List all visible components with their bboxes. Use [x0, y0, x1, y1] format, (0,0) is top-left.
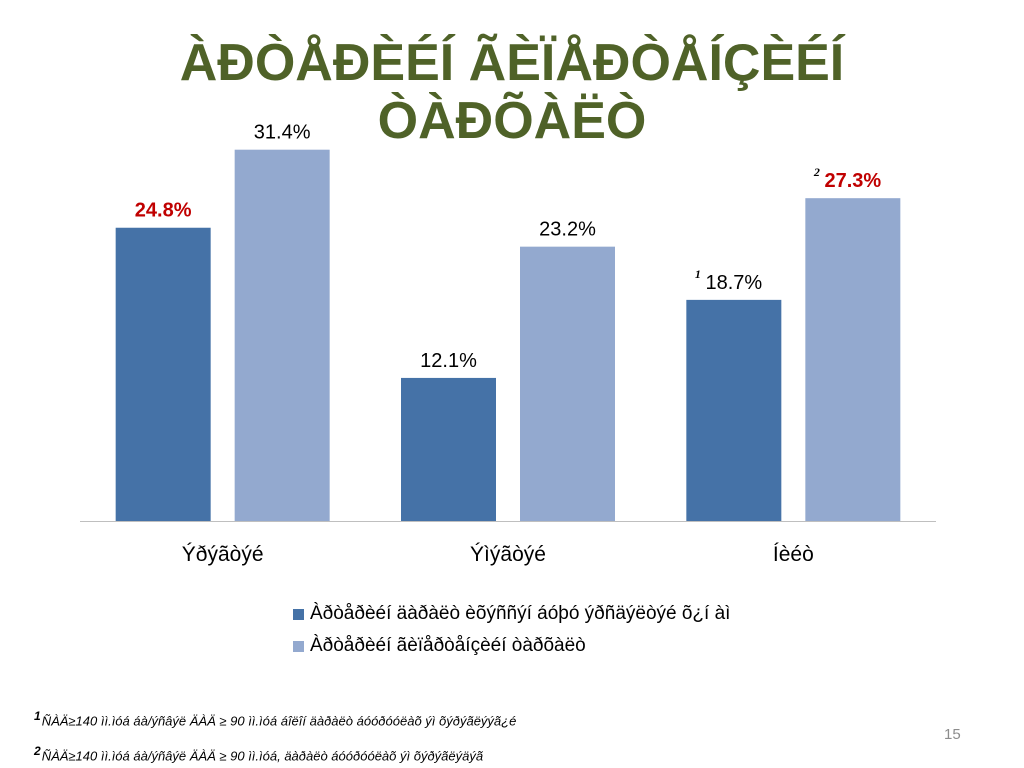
title-line-2: ÒÀÐÕÀËÒ: [377, 92, 647, 150]
data-label-series-2-3: 27.3%: [824, 170, 881, 192]
category-label-1: Ýðýãòýé: [182, 543, 264, 566]
data-label-series-1-3: 18.7%: [705, 272, 762, 294]
legend-item-series-1: Àðòåðèéí äàðàëò èõýññýí áóþó ýðñäýëòýé õ…: [293, 598, 730, 630]
bar-series-2-3: [805, 198, 901, 522]
bar-series-2-2: [520, 246, 615, 521]
legend-item-series-2: Àðòåðèéí ãèïåðòåíçèéí òàðõàëò: [293, 630, 730, 662]
category-label-2: Ýìýãòýé: [470, 543, 546, 566]
footnote-1-mark: 1: [34, 709, 41, 723]
bar-series-1-3: [686, 299, 782, 521]
bar-series-1-2: [401, 377, 496, 521]
data-label-series-2-1: 31.4%: [254, 122, 311, 144]
legend-swatch-series-1: [293, 608, 304, 620]
slide-title: ÀÐÒÅÐÈÉÍ ÃÈÏÅÐÒÅÍÇÈÉÍ ÒÀÐÕÀËÒ: [0, 34, 1024, 150]
footnote-2-mark: 2: [34, 744, 41, 758]
page-number: 15: [944, 726, 961, 743]
footnote-2-text: ÑÀÄ≥140 ìì.ìóá áà/ýñâýë ÄÀÄ ≥ 90 ìì.ìóá,…: [41, 748, 484, 764]
legend-label-series-1: Àðòåðèéí äàðàëò èõýññýí áóþó ýðñäýëòýé õ…: [310, 603, 731, 624]
label-marker-1: 1: [695, 267, 701, 281]
title-line-1: ÀÐÒÅÐÈÉÍ ÃÈÏÅÐÒÅÍÇÈÉÍ: [179, 34, 845, 92]
footnote-1-text: ÑÀÄ≥140 ìì.ìóá áà/ýñâýë ÄÀÄ ≥ 90 ìì.ìóá …: [41, 713, 517, 729]
footnote-1: 1ÑÀÄ≥140 ìì.ìóá áà/ýñâýë ÄÀÄ ≥ 90 ìì.ìóá…: [34, 709, 516, 728]
footnote-2: 2ÑÀÄ≥140 ìì.ìóá áà/ýñâýë ÄÀÄ ≥ 90 ìì.ìóá…: [34, 744, 483, 763]
category-label-3: Íèéò: [773, 543, 814, 566]
data-label-series-1-2: 12.1%: [420, 350, 477, 372]
legend-label-series-2: Àðòåðèéí ãèïåðòåíçèéí òàðõàëò: [310, 635, 586, 656]
data-label-series-1-1: 24.8%: [135, 200, 192, 222]
chart-legend: Àðòåðèéí äàðàëò èõýññýí áóþó ýðñäýëòýé õ…: [293, 598, 730, 662]
bar-chart: 24.8% 31.4% Ýðýãòýé 12.1% 23.2% Ýìýãòýé 18.7% 1…: [80, 122, 936, 566]
data-label-series-2-2: 23.2%: [539, 219, 596, 241]
legend-swatch-series-2: [293, 640, 304, 652]
bar-series-1-1: [115, 227, 211, 522]
label-marker-2: 2: [813, 165, 820, 179]
bar-series-2-1: [234, 149, 330, 521]
